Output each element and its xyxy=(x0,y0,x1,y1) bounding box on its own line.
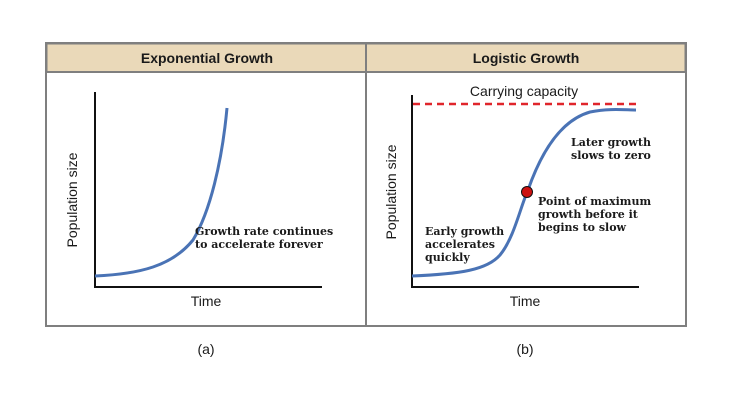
early-growth-line-3: quickly xyxy=(425,251,470,264)
max-point-line-3: begins to slow xyxy=(538,221,627,234)
panel-a-y-axis-label: Population size xyxy=(64,152,80,247)
panel-b-y-axis-label: Population size xyxy=(383,144,399,239)
max-growth-point xyxy=(521,186,533,198)
early-growth-line-1: Early growth xyxy=(425,225,504,238)
exponential-curve xyxy=(94,107,229,278)
panel-a-title: Exponential Growth xyxy=(141,50,273,66)
panel-a-annotation-line-1: Growth rate continues xyxy=(195,225,333,238)
max-point-line-2: growth before it xyxy=(538,208,639,221)
panel-a-x-axis-label: Time xyxy=(191,293,222,309)
panel-b-caption: (b) xyxy=(516,341,533,357)
panel-b-title: Logistic Growth xyxy=(473,50,580,66)
panel-b-x-axis-label: Time xyxy=(510,293,541,309)
panel-a-caption: (a) xyxy=(197,341,214,357)
later-growth-line-2: slows to zero xyxy=(571,149,651,162)
max-point-line-1: Point of maximum xyxy=(538,195,651,208)
later-growth-line-1: Later growth xyxy=(571,136,651,149)
early-growth-line-2: accelerates xyxy=(425,238,495,251)
panel-a-annotation-line-2: to accelerate forever xyxy=(195,238,323,251)
panel-b-plot: Carrying capacity Population size Time E… xyxy=(383,83,651,309)
panel-a-header xyxy=(46,43,367,73)
panel-b-header xyxy=(365,43,686,73)
panel-a-plot: Population size Time Growth rate continu… xyxy=(64,92,333,309)
carrying-capacity-label: Carrying capacity xyxy=(470,83,578,99)
